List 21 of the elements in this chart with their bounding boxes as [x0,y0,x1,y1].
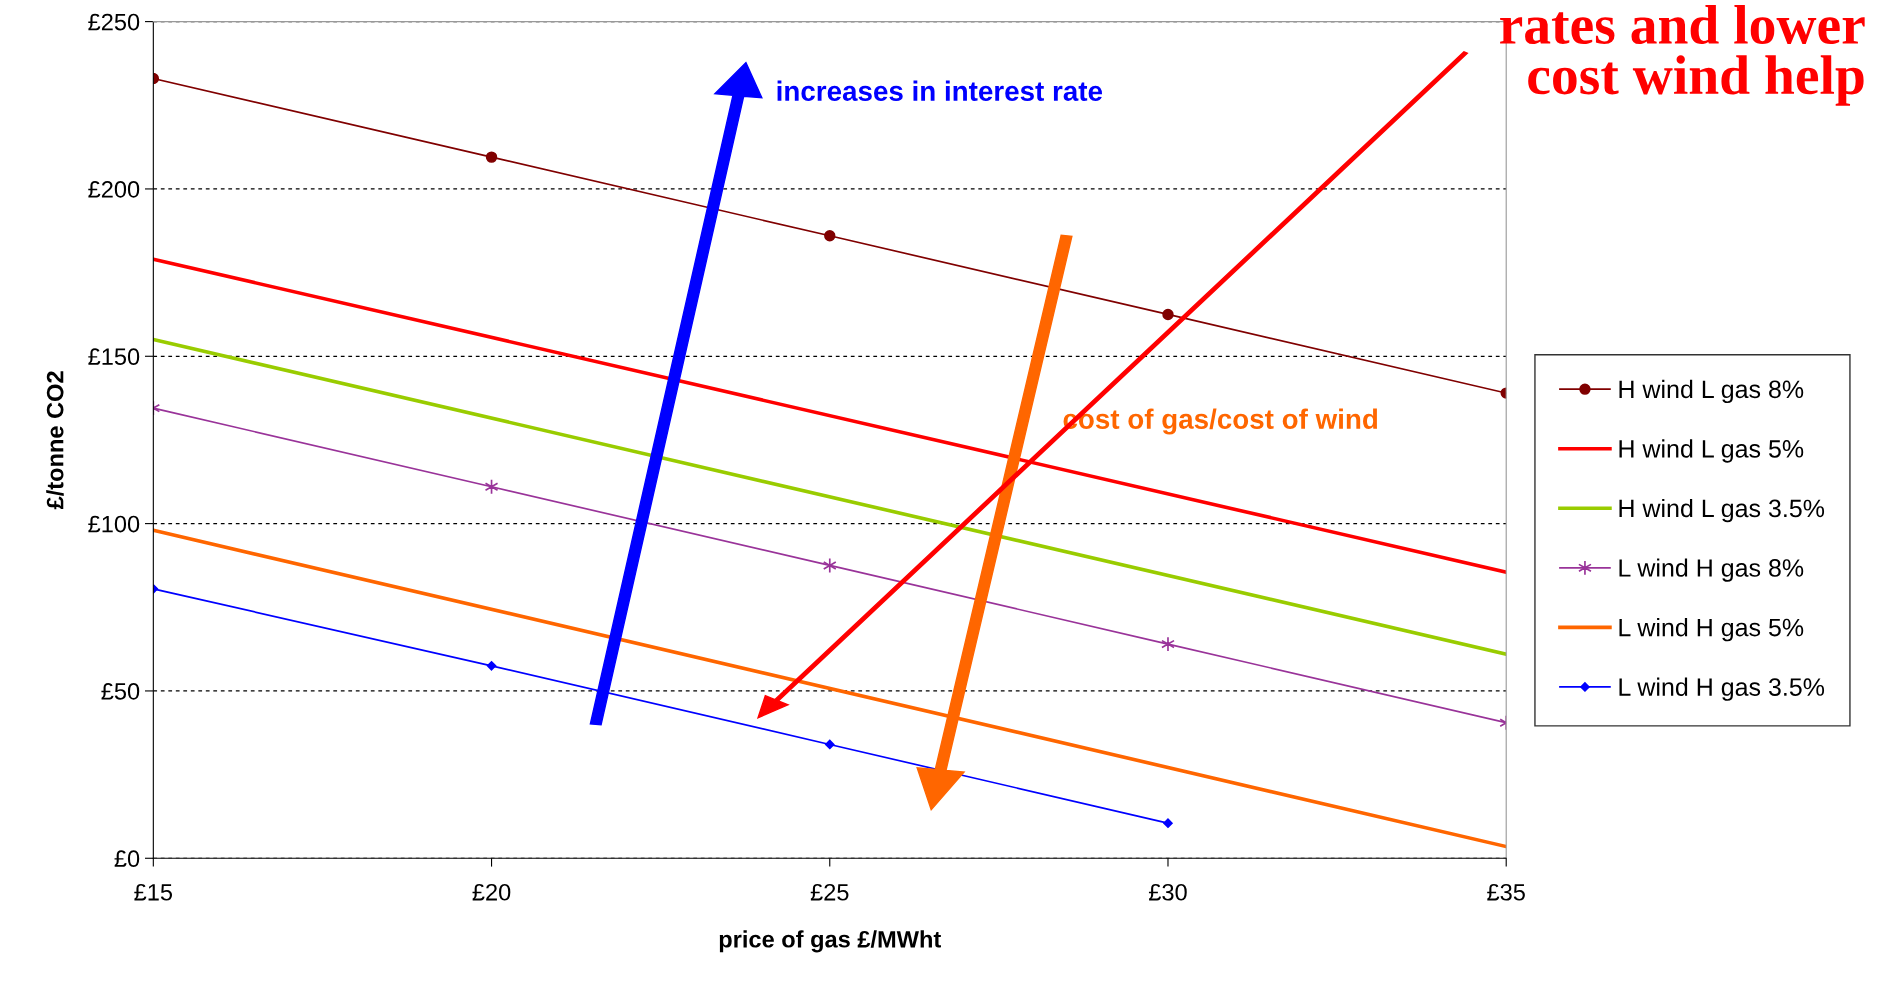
annotation: rates and lower cost wind help [1500,4,1865,106]
y-tick-label: £250 [88,13,140,31]
y-tick-label: £150 [88,348,140,366]
x-axis-title: price of gas £/MWht [719,930,941,953]
legend-label: L wind H gas 8% [1619,558,1804,582]
x-tick-label: £20 [472,883,511,901]
x-tick-label: £25 [810,883,849,901]
x-tick-label: £15 [134,883,173,901]
y-axis-title: £/tonne CO2 [46,371,64,510]
y-tick-label: £200 [88,181,140,198]
y-tick-label: £0 [114,850,140,868]
x-tick-label: £35 [1487,883,1525,901]
x-tick-label: £30 [1148,883,1187,901]
legend-label: H wind L gas 3.5% [1619,498,1825,523]
annotation: increases in interest rate [777,80,1103,102]
legend-label: H wind L gas 8% [1619,379,1804,404]
y-tick-label: £50 [101,683,140,700]
y-tick-label: £100 [88,515,140,533]
legend-label: L wind H gas 5% [1619,618,1804,642]
legend-label: H wind L gas 5% [1619,439,1804,463]
legend-label: L wind H gas 3.5% [1619,677,1825,701]
